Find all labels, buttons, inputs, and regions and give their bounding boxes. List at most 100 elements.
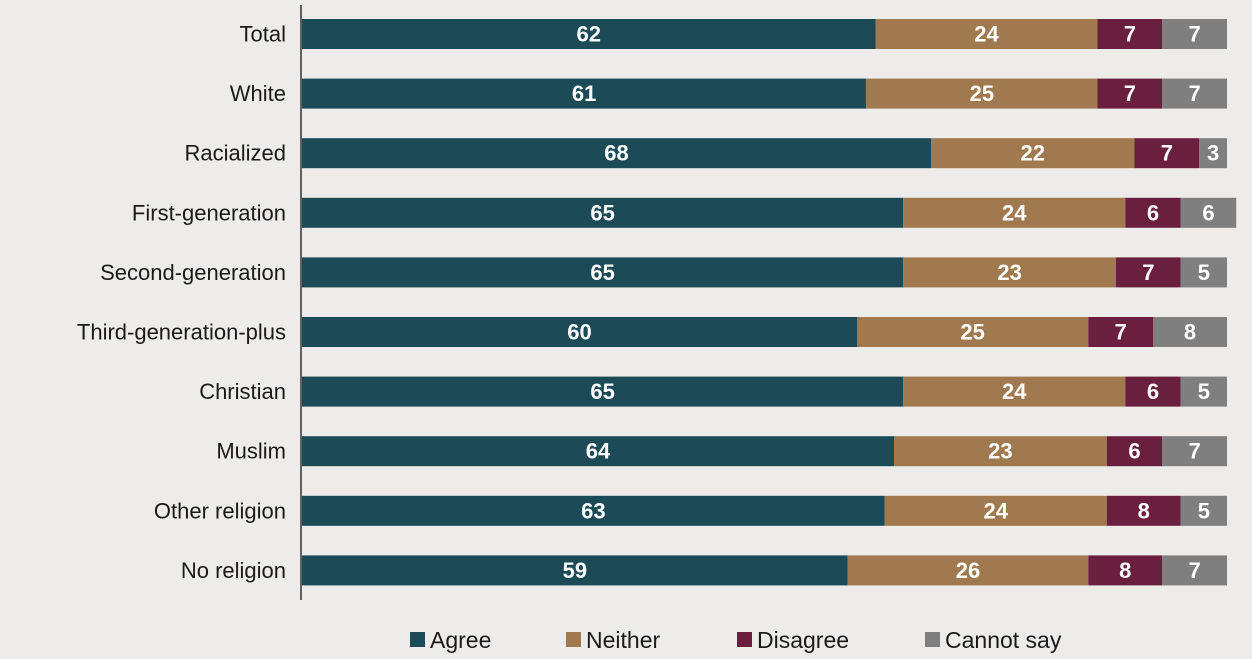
data-label-cannot-say-white: 7 xyxy=(1189,81,1201,106)
data-label-neither-no-religion: 26 xyxy=(956,558,980,583)
legend-swatch-disagree xyxy=(737,632,752,647)
bar-disagree-total xyxy=(1097,19,1163,49)
legend-swatch-cannot-say xyxy=(925,632,940,647)
data-label-disagree-third-generation-plus: 7 xyxy=(1115,320,1127,345)
category-label-total: Total xyxy=(240,22,286,47)
bar-disagree-third-generation-plus xyxy=(1088,317,1153,347)
category-label-no-religion: No religion xyxy=(181,558,286,583)
bar-cannot-say-third-generation-plus xyxy=(1153,317,1227,347)
bar-agree-second-generation xyxy=(302,257,904,288)
category-label-racialized: Racialized xyxy=(185,141,287,166)
category-label-christian: Christian xyxy=(199,379,286,404)
category-label-muslim: Muslim xyxy=(216,439,286,464)
legend-swatch-agree xyxy=(410,632,425,647)
data-label-disagree-christian: 6 xyxy=(1147,379,1159,404)
data-label-agree-first-generation: 65 xyxy=(590,200,614,225)
data-label-agree-other-religion: 63 xyxy=(581,498,605,523)
legend-label-neither: Neither xyxy=(586,627,660,653)
bar-agree-muslim xyxy=(302,436,894,467)
bar-disagree-white xyxy=(1097,78,1163,109)
bar-agree-no-religion xyxy=(302,555,848,586)
bar-disagree-muslim xyxy=(1106,436,1163,467)
bar-neither-christian xyxy=(903,376,1126,407)
data-label-cannot-say-second-generation: 5 xyxy=(1198,260,1210,285)
data-label-cannot-say-third-generation-plus: 8 xyxy=(1184,320,1196,345)
bar-neither-total xyxy=(875,19,1098,49)
category-label-first-generation: First-generation xyxy=(132,200,286,225)
category-label-second-generation: Second-generation xyxy=(100,260,286,285)
legend: Agree Neither Disagree Cannot say xyxy=(410,627,1062,653)
bar-neither-muslim xyxy=(894,436,1107,467)
data-label-agree-no-religion: 59 xyxy=(563,558,587,583)
bar-disagree-second-generation xyxy=(1116,257,1181,288)
data-label-neither-other-religion: 24 xyxy=(984,498,1009,523)
data-label-neither-racialized: 22 xyxy=(1021,141,1045,166)
bar-disagree-other-religion xyxy=(1106,495,1181,526)
bar-disagree-christian xyxy=(1125,376,1181,407)
bar-cannot-say-white xyxy=(1162,78,1227,109)
bar-disagree-racialized xyxy=(1134,138,1200,169)
data-label-neither-white: 25 xyxy=(970,81,994,106)
bar-cannot-say-racialized xyxy=(1199,138,1227,169)
data-label-disagree-total: 7 xyxy=(1124,22,1136,47)
data-label-cannot-say-total: 7 xyxy=(1189,22,1201,47)
bar-cannot-say-first-generation xyxy=(1180,197,1237,228)
data-label-cannot-say-other-religion: 5 xyxy=(1198,498,1210,523)
category-label-third-generation-plus: Third-generation-plus xyxy=(77,320,286,345)
bar-neither-racialized xyxy=(931,138,1135,169)
data-label-cannot-say-first-generation: 6 xyxy=(1202,200,1214,225)
data-label-agree-racialized: 68 xyxy=(604,141,628,166)
data-label-disagree-muslim: 6 xyxy=(1128,439,1140,464)
data-label-cannot-say-no-religion: 7 xyxy=(1189,558,1201,583)
bar-neither-third-generation-plus xyxy=(857,317,1089,347)
bar-agree-white xyxy=(302,78,867,109)
bar-agree-total xyxy=(302,19,876,49)
data-label-agree-muslim: 64 xyxy=(586,439,611,464)
bars-group: 62 24 7 761 25 7 768 22 7 365 24 6 665 23 7 560 25 7 865 24… xyxy=(302,19,1237,586)
data-label-neither-first-generation: 24 xyxy=(1002,200,1027,225)
data-label-agree-white: 61 xyxy=(572,81,596,106)
category-label-other-religion: Other religion xyxy=(154,498,286,523)
data-label-disagree-no-religion: 8 xyxy=(1119,558,1131,583)
data-label-agree-total: 62 xyxy=(577,22,601,47)
bar-agree-racialized xyxy=(302,138,931,169)
bar-cannot-say-other-religion xyxy=(1180,495,1227,526)
bar-agree-christian xyxy=(302,376,904,407)
bar-cannot-say-no-religion xyxy=(1162,555,1227,586)
bar-cannot-say-muslim xyxy=(1162,436,1227,467)
bar-neither-white xyxy=(866,78,1098,109)
bar-neither-first-generation xyxy=(903,197,1126,228)
bar-cannot-say-christian xyxy=(1180,376,1227,407)
data-label-agree-second-generation: 65 xyxy=(590,260,614,285)
data-label-disagree-other-religion: 8 xyxy=(1138,498,1150,523)
data-label-neither-third-generation-plus: 25 xyxy=(960,320,984,345)
data-label-neither-total: 24 xyxy=(974,22,999,47)
bar-agree-third-generation-plus xyxy=(302,317,857,347)
bar-neither-second-generation xyxy=(903,257,1116,288)
bar-disagree-first-generation xyxy=(1125,197,1181,228)
bar-disagree-no-religion xyxy=(1088,555,1163,586)
bar-agree-other-religion xyxy=(302,495,885,526)
data-label-cannot-say-muslim: 7 xyxy=(1189,439,1201,464)
data-label-cannot-say-christian: 5 xyxy=(1198,379,1210,404)
category-label-white: White xyxy=(230,81,286,106)
legend-label-disagree: Disagree xyxy=(757,627,849,653)
legend-label-agree: Agree xyxy=(430,627,491,653)
data-label-disagree-first-generation: 6 xyxy=(1147,200,1159,225)
data-label-disagree-second-generation: 7 xyxy=(1142,260,1154,285)
data-label-agree-third-generation-plus: 60 xyxy=(567,320,591,345)
bar-neither-other-religion xyxy=(884,495,1107,526)
category-labels: Total White Racialized First-generation Seco… xyxy=(77,22,286,583)
data-label-disagree-racialized: 7 xyxy=(1161,141,1173,166)
data-label-neither-muslim: 23 xyxy=(988,439,1012,464)
bar-cannot-say-total xyxy=(1162,19,1227,49)
data-label-neither-christian: 24 xyxy=(1002,379,1027,404)
legend-label-cannot-say: Cannot say xyxy=(945,627,1062,653)
bar-cannot-say-second-generation xyxy=(1180,257,1227,288)
data-label-cannot-say-racialized: 3 xyxy=(1207,141,1219,166)
legend-swatch-neither xyxy=(566,632,581,647)
data-label-agree-christian: 65 xyxy=(590,379,614,404)
bar-agree-first-generation xyxy=(302,197,904,228)
bar-neither-no-religion xyxy=(847,555,1089,586)
